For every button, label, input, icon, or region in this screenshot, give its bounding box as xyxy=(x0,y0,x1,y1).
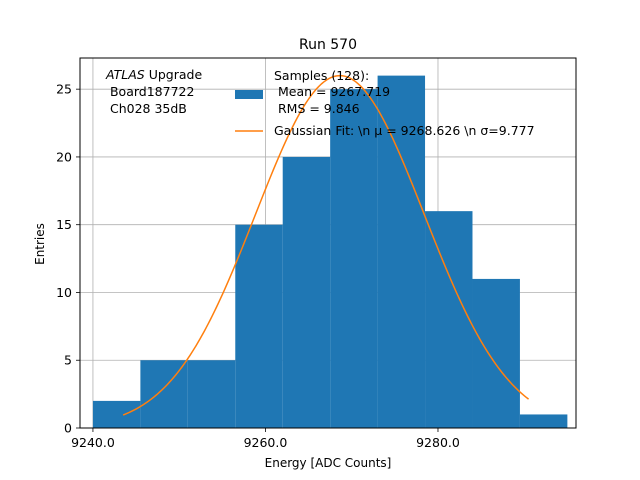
annotation-line-1: ATLAS Upgrade xyxy=(105,67,202,82)
legend: Samples (128): Mean = 9267.719 RMS = 9.8… xyxy=(235,68,535,138)
x-tick-label-1: 9260.0 xyxy=(244,435,288,450)
histogram-bar-3 xyxy=(235,224,283,428)
y-tick-label-1: 5 xyxy=(64,353,72,368)
histogram-bar-6 xyxy=(377,75,426,428)
chart-title: Run 570 xyxy=(299,37,357,53)
annotation-line-3: Ch028 35dB xyxy=(106,101,187,116)
legend-fit-label: Gaussian Fit: \n μ = 9268.626 \n σ=9.777 xyxy=(274,123,535,138)
annotation-italic: ATLAS xyxy=(105,67,145,82)
axes-frame xyxy=(79,57,577,429)
legend-samples-line-1: Samples (128): xyxy=(274,68,369,83)
atlas-annotation: ATLAS Upgrade Board187722 Ch028 35dB xyxy=(105,67,202,116)
histogram-bar-7 xyxy=(425,211,473,428)
histogram-bar-2 xyxy=(187,360,236,428)
x-tick-label-2: 9280.0 xyxy=(416,435,460,450)
y-tick-label-3: 15 xyxy=(56,217,72,232)
y-tick-label-0: 0 xyxy=(64,421,72,436)
histogram-bar-1 xyxy=(140,360,188,428)
axis-ticks: 9240.0 9260.0 9280.0 0 5 10 15 20 25 xyxy=(56,82,460,450)
histogram-bar-9 xyxy=(519,414,568,428)
x-tick-label-0: 9240.0 xyxy=(71,435,115,450)
legend-samples-line-3: RMS = 9.846 xyxy=(274,101,360,116)
gaussian-fit xyxy=(122,74,530,416)
gaussian-fit-line xyxy=(122,74,530,416)
histogram-bar-4 xyxy=(282,156,331,428)
x-axis-label: Energy [ADC Counts] xyxy=(265,456,392,470)
annotation-rest: Upgrade xyxy=(145,67,203,82)
annotation-line-2: Board187722 xyxy=(106,84,194,99)
legend-samples-line-2: Mean = 9267.719 xyxy=(274,84,390,99)
histogram-bars xyxy=(92,75,568,429)
y-tick-label-4: 20 xyxy=(56,149,72,164)
y-tick-label-2: 10 xyxy=(56,285,72,300)
y-axis-label: Entries xyxy=(33,223,47,265)
histogram-bar-8 xyxy=(472,278,520,428)
histogram-bar-5 xyxy=(330,89,378,429)
y-tick-label-5: 25 xyxy=(56,82,72,97)
legend-swatch-samples xyxy=(235,90,263,99)
histogram-bar-0 xyxy=(92,400,141,428)
